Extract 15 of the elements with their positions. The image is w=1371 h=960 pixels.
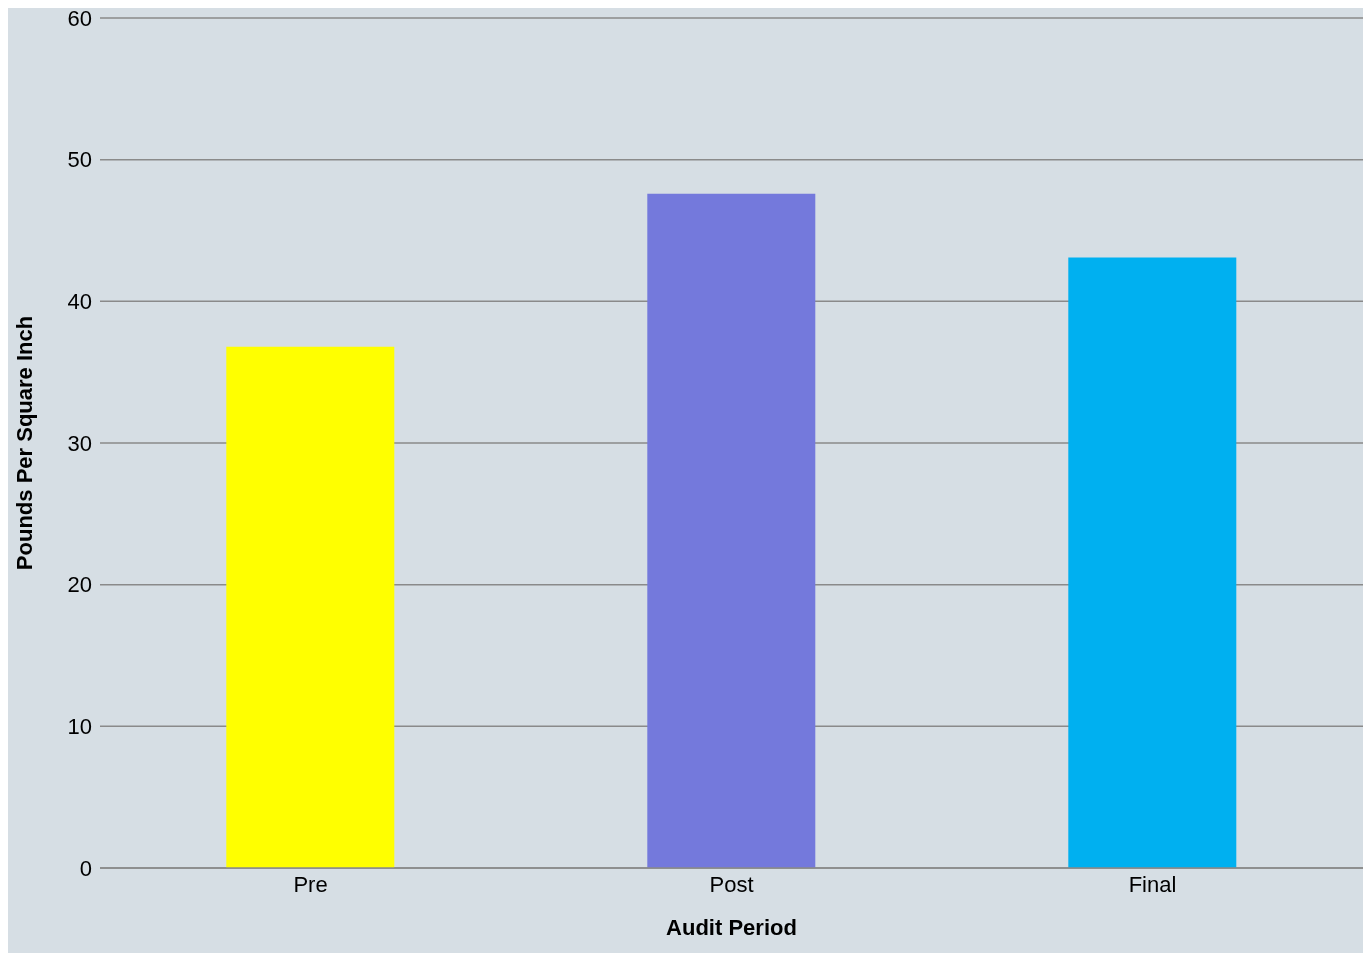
y-tick-label: 30 xyxy=(67,430,92,456)
y-tick-label: 40 xyxy=(67,289,92,315)
x-axis-title: Audit Period xyxy=(666,915,797,940)
y-tick-label: 50 xyxy=(67,147,92,173)
y-axis-title: Pounds Per Square Inch xyxy=(11,315,37,571)
y-tick-label: 0 xyxy=(79,855,92,881)
y-tick-label: 60 xyxy=(67,5,92,31)
y-tick-label: 20 xyxy=(67,572,92,598)
bar xyxy=(226,346,395,868)
y-tick-label: 10 xyxy=(67,714,92,740)
bar xyxy=(647,193,816,868)
x-tick-label: Pre xyxy=(293,871,328,897)
bar xyxy=(1068,257,1237,868)
x-tick-label: Post xyxy=(709,871,754,897)
x-tick-label: Final xyxy=(1128,871,1177,897)
